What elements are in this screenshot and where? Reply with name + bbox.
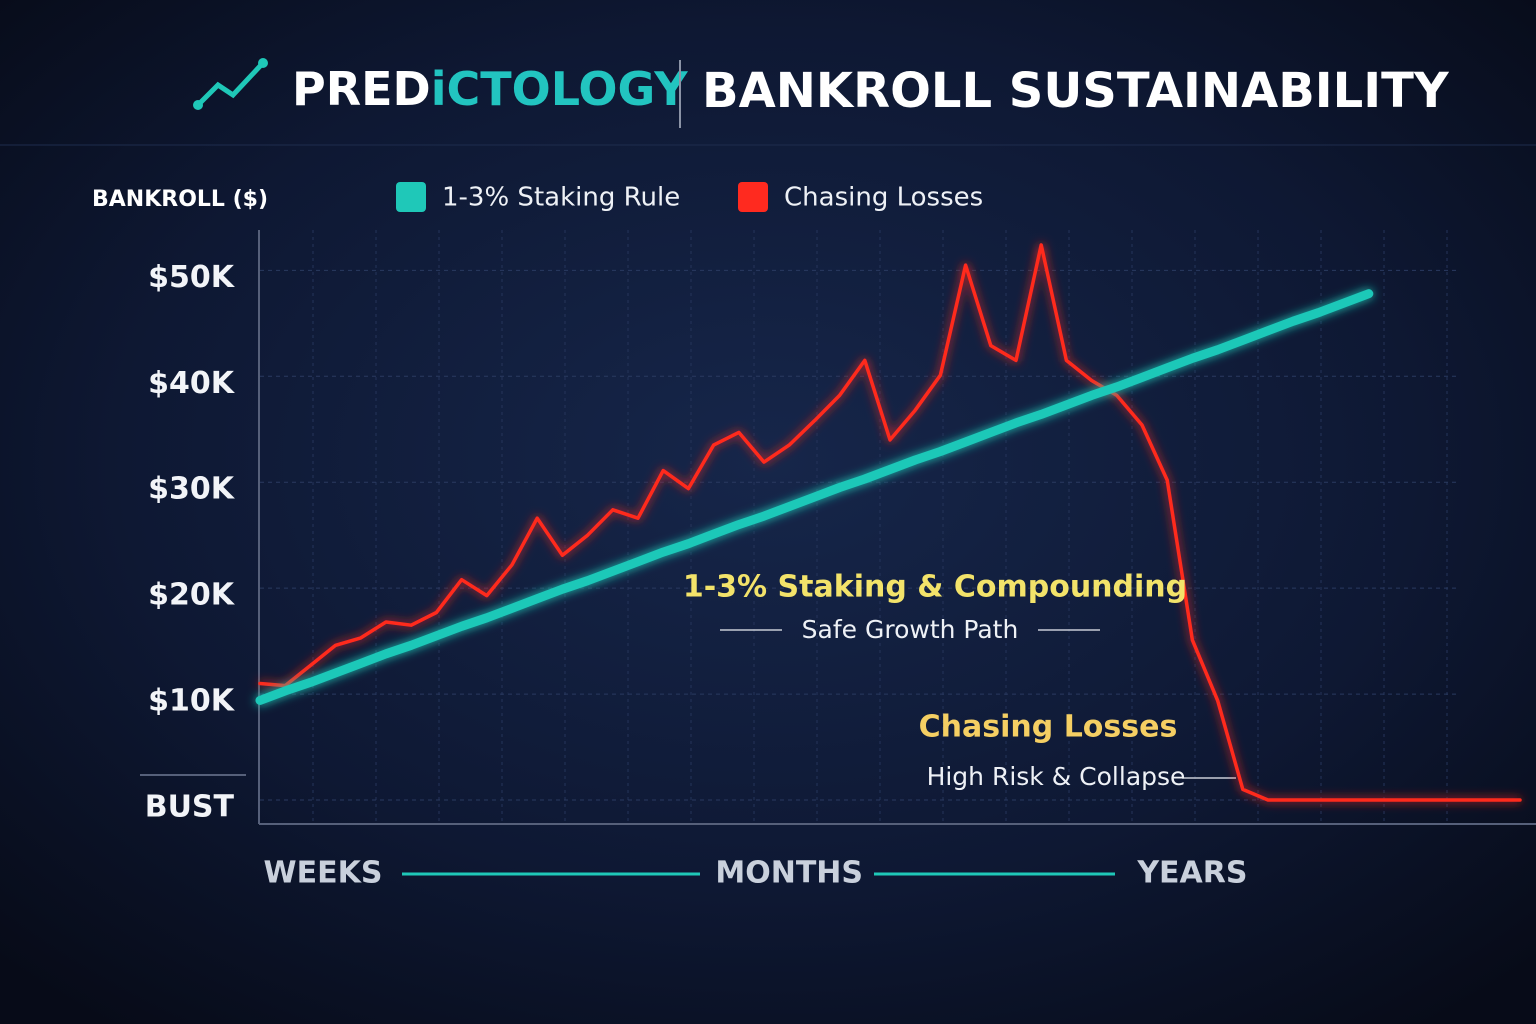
brand: PREDiCTOLOGY	[292, 62, 688, 116]
x-tick-label: WEEKS	[264, 856, 383, 891]
y-tick-label: $30K	[148, 472, 236, 507]
annotation: Safe Growth Path	[802, 615, 1019, 644]
y-axis-label: BANKROLL ($)	[92, 187, 268, 212]
legend-swatch	[396, 182, 426, 212]
brand-part: iCTOLOGY	[431, 62, 689, 116]
brand-part: PRED	[292, 62, 431, 116]
brand-icon-dot	[193, 100, 203, 110]
brand-icon	[195, 61, 265, 108]
annotation: High Risk & Collapse	[927, 762, 1186, 791]
legend-label: Chasing Losses	[784, 183, 983, 213]
x-tick-label: YEARS	[1136, 856, 1247, 891]
y-tick-label: $50K	[148, 260, 236, 295]
x-tick-label: MONTHS	[715, 856, 863, 891]
annotation: Chasing Losses	[919, 710, 1178, 745]
legend-swatch	[738, 182, 768, 212]
brand-icon-dot	[258, 58, 268, 68]
y-tick-label: $20K	[148, 578, 236, 613]
y-tick-label: $40K	[148, 366, 236, 401]
y-tick-label: $10K	[148, 684, 236, 719]
y-tick-label: BUST	[145, 790, 235, 825]
annotation: 1-3% Staking & Compounding	[683, 570, 1187, 605]
vertical-grid	[312, 230, 1448, 822]
legend-label: 1-3% Staking Rule	[442, 183, 680, 213]
series-line	[258, 243, 1522, 802]
series-line	[255, 289, 1374, 705]
chart-title: BANKROLL SUSTAINABILITY	[702, 63, 1450, 119]
